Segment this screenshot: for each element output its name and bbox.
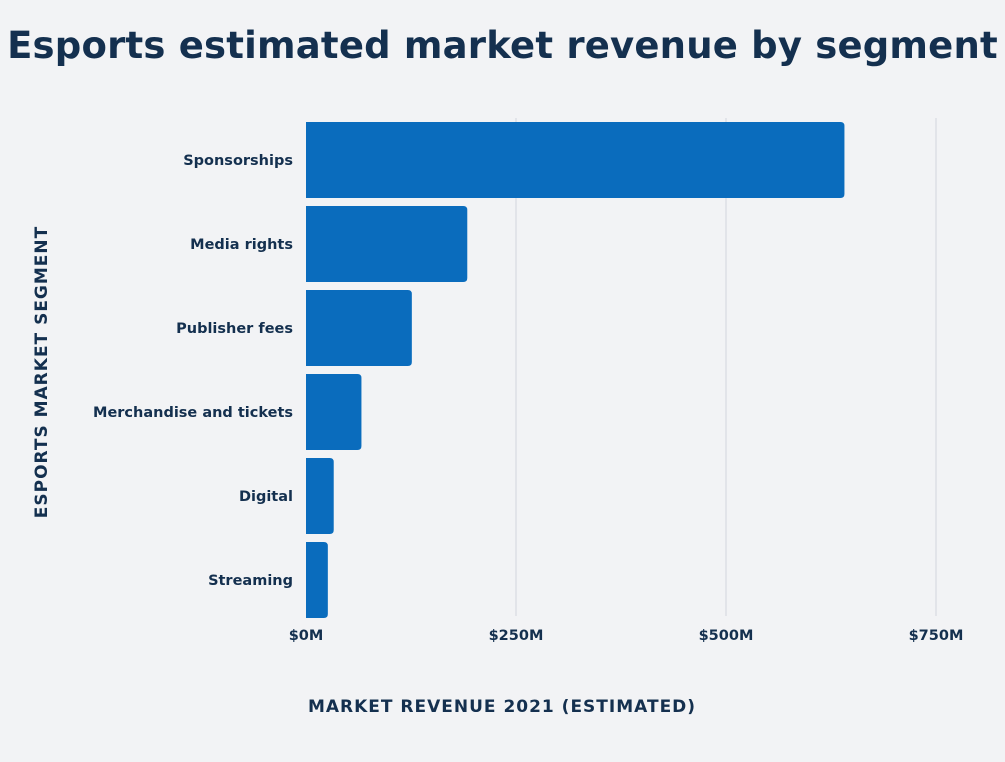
category-label: Publisher fees [176, 321, 293, 337]
x-tick-label: $250M [489, 628, 544, 644]
category-labels: Sponsorships Media rights Publisher fees Me… [93, 153, 293, 589]
bar [306, 374, 362, 450]
bar [306, 458, 334, 534]
bar [306, 122, 845, 198]
bar [306, 206, 468, 282]
bars [306, 122, 845, 618]
x-tick-label: $750M [909, 628, 964, 644]
x-tick-label: $0M [289, 628, 324, 644]
x-tick-labels: $0M $250M $500M $750M [289, 628, 964, 644]
y-axis-label: ESPORTS MARKET SEGMENT [32, 225, 52, 519]
bar [306, 290, 412, 366]
x-axis-label: MARKET REVENUE 2021 (ESTIMATED) [307, 697, 697, 717]
grid-lines [515, 118, 937, 616]
category-label: Digital [239, 489, 293, 505]
category-label: Media rights [190, 237, 293, 253]
category-label: Merchandise and tickets [93, 405, 293, 421]
chart-title: Esports estimated market revenue by segm… [7, 24, 998, 67]
category-label: Sponsorships [183, 153, 293, 169]
bar [306, 542, 328, 618]
x-tick-label: $500M [699, 628, 754, 644]
category-label: Streaming [208, 573, 293, 589]
